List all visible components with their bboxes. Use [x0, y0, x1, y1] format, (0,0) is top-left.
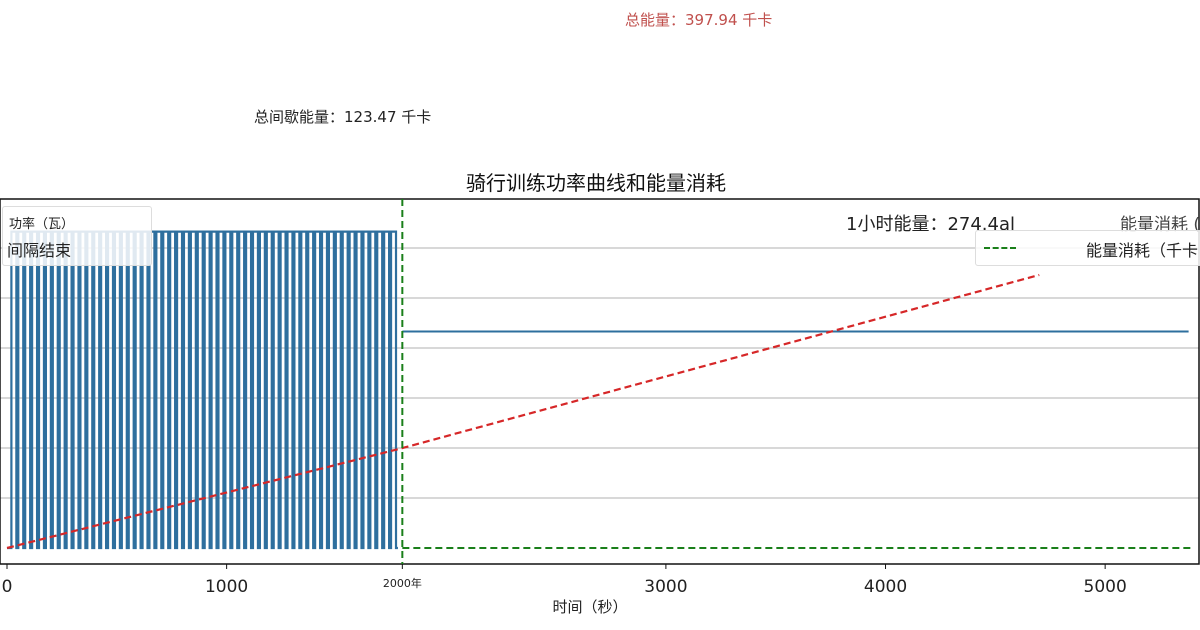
energy-line [6, 273, 1040, 550]
x-axis-label: 时间（秒） [552, 598, 627, 616]
x-tick-label-1: 1000 [205, 577, 248, 597]
series-layer [6, 199, 1193, 564]
legend-dashed-swatch [984, 247, 1016, 249]
total-energy-note: 总能量：397.94 千卡 [625, 11, 773, 29]
power-interval-line [7, 230, 398, 550]
x-tick-label-2: 2000年 [383, 576, 422, 590]
x-tick-label-0: 0 [2, 577, 13, 597]
legend-energy-kcal-label: 能量消耗（千卡 [1086, 241, 1199, 260]
legend-left: 功率（瓦） 间隔结束 [2, 206, 152, 266]
plot-frame [0, 198, 1200, 565]
grid-lines [0, 247, 1199, 499]
interval-energy-note: 总间歇能量：123.47 千卡 [254, 108, 432, 126]
legend-right: 能量消耗（千卡 [975, 230, 1200, 266]
chart-title: 骑行训练功率曲线和能量消耗 [466, 171, 726, 195]
legend-interval-end-label: 间隔结束 [7, 241, 72, 260]
x-tick-label-4: 4000 [864, 577, 907, 597]
x-ticks: 0 1000 2000年 3000 4000 5000 [2, 564, 1127, 597]
x-tick-label-5: 5000 [1084, 577, 1127, 597]
hour-energy-label: 1小时能量：274.4al [846, 214, 1016, 235]
x-tick-label-3: 3000 [644, 577, 687, 597]
legend-power-label: 功率（瓦） [9, 217, 75, 232]
